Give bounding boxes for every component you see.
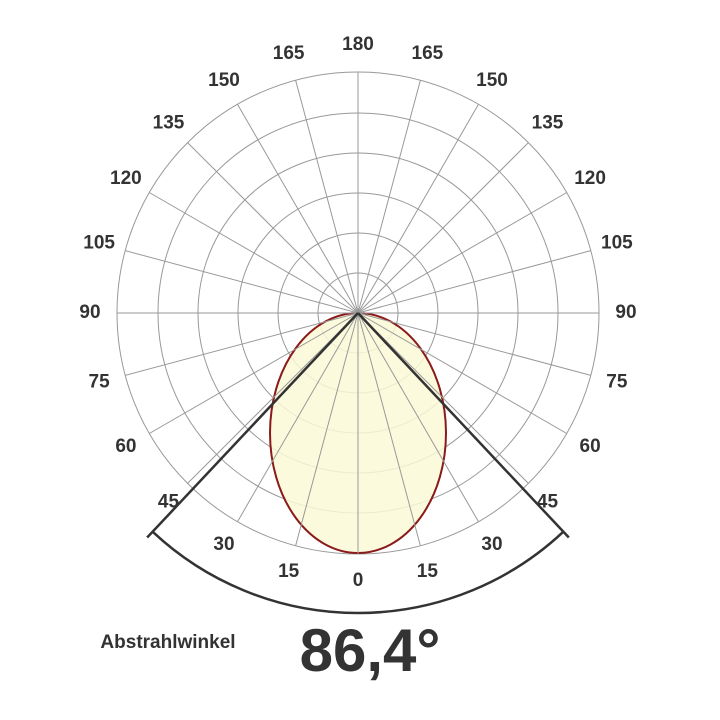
angle-label: 60 — [580, 436, 601, 457]
grid-spoke — [357, 192, 567, 314]
angle-label: 135 — [532, 113, 564, 134]
angle-label: 150 — [476, 70, 508, 91]
beam-arc — [151, 530, 565, 615]
beam-edge — [146, 312, 359, 539]
angle-label: 75 — [89, 371, 111, 392]
angle-label: 120 — [110, 168, 142, 189]
grid-spoke — [357, 80, 421, 314]
angle-label: 105 — [83, 233, 115, 254]
angle-label: 30 — [481, 534, 502, 555]
grid-spoke — [125, 250, 359, 314]
angle-label: 150 — [208, 70, 240, 91]
caption: Abstrahlwinkel — [100, 632, 235, 653]
angle-label: 90 — [615, 302, 636, 323]
angle-label: 15 — [417, 561, 439, 582]
grid-spoke — [295, 312, 359, 546]
grid-spoke — [357, 142, 529, 314]
angle-label: 45 — [537, 492, 559, 513]
angle-label: 90 — [79, 302, 100, 323]
beam-angle-marker — [146, 312, 570, 615]
grid-spoke — [357, 312, 421, 546]
angle-label: 60 — [115, 436, 136, 457]
angle-label: 45 — [158, 492, 180, 513]
grid-spoke — [237, 312, 359, 522]
angle-label: 105 — [601, 233, 633, 254]
angle-label: 75 — [606, 371, 628, 392]
grid-spoke — [237, 104, 359, 314]
angle-label: 15 — [278, 561, 300, 582]
grid-spoke — [357, 312, 591, 376]
beam-angle-value: 86,4° — [300, 617, 441, 684]
beam-edge — [357, 312, 570, 539]
grid-spoke — [357, 312, 567, 434]
grid-spoke — [357, 312, 529, 484]
grid-spoke — [149, 312, 359, 434]
grid-spoke — [187, 312, 359, 484]
angle-label: 135 — [153, 113, 185, 134]
grid-spoke — [357, 312, 479, 522]
angle-label: 165 — [273, 43, 305, 64]
grid-spoke — [187, 142, 359, 314]
angle-label: 30 — [213, 534, 234, 555]
grid-spoke — [125, 312, 359, 376]
grid-spoke — [357, 104, 479, 314]
polar-spokes-overlay — [117, 72, 599, 554]
angle-label: 165 — [412, 43, 444, 64]
angle-label: 0 — [353, 570, 364, 591]
angle-label: 120 — [574, 168, 606, 189]
angle-label: 180 — [342, 34, 374, 55]
grid-spoke — [357, 250, 591, 314]
grid-spoke — [295, 80, 359, 314]
grid-spoke — [149, 192, 359, 314]
